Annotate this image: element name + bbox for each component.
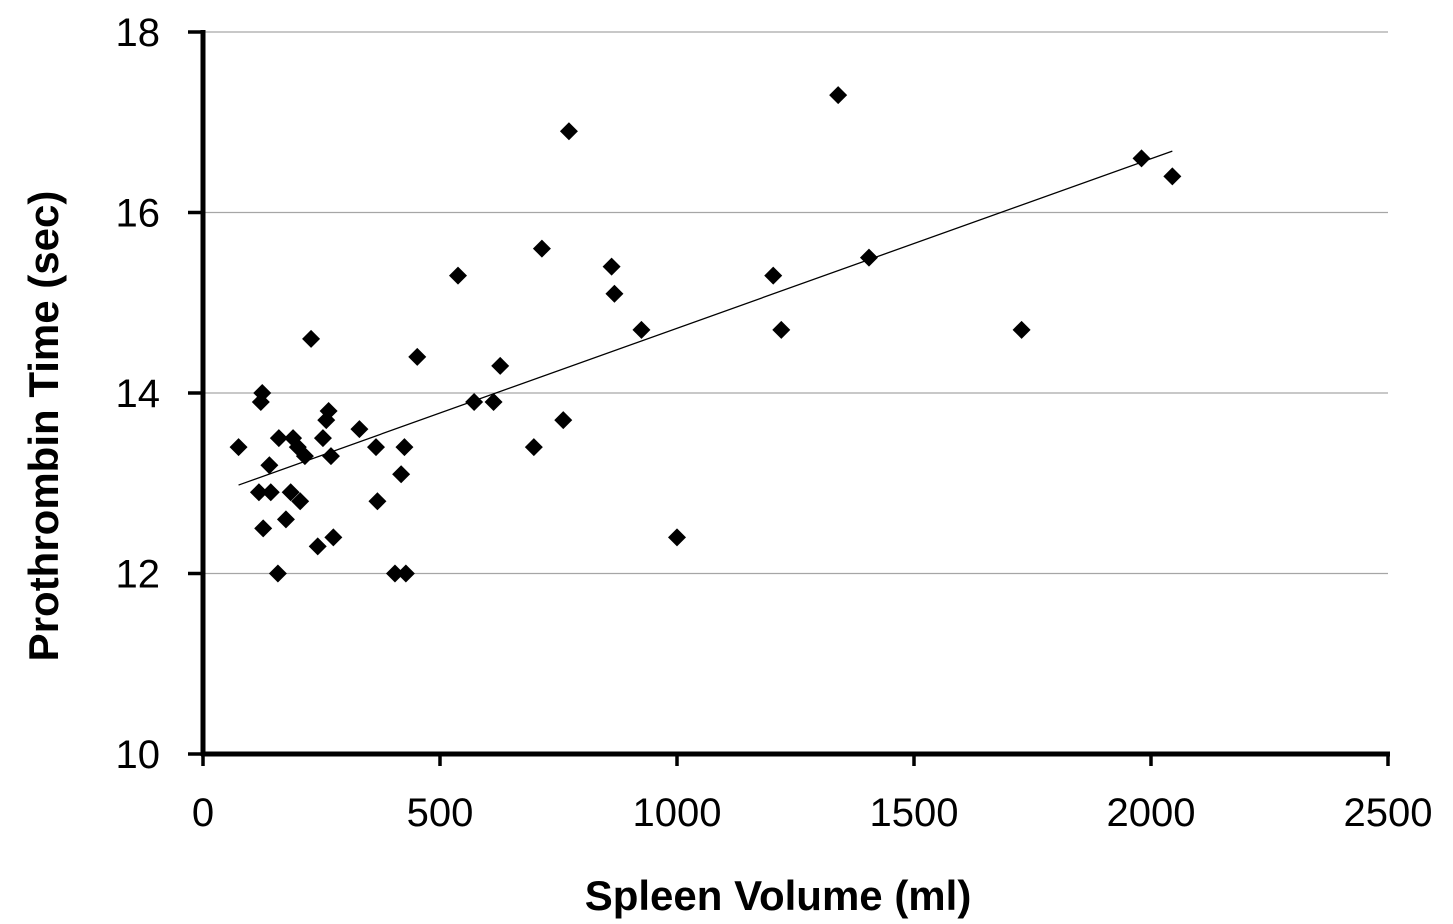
y-tick-label-18: 18	[116, 11, 161, 55]
data-point	[350, 420, 369, 439]
data-point	[829, 86, 848, 105]
trendline-group	[238, 150, 1173, 486]
data-point	[281, 483, 300, 502]
x-tick-label-500: 500	[407, 791, 474, 835]
data-point	[1012, 320, 1031, 339]
data-point	[269, 429, 288, 448]
data-point	[559, 122, 578, 141]
data-point	[484, 393, 503, 412]
data-point	[859, 248, 878, 267]
y-axis-ticks: 10 12 14 16 18	[116, 11, 203, 777]
x-axis-title: Spleen Volume (ml)	[585, 872, 972, 919]
data-point	[268, 564, 287, 583]
data-point	[465, 393, 484, 412]
data-point	[295, 447, 314, 466]
gridlines	[203, 31, 1388, 575]
data-point	[602, 257, 621, 276]
data-point	[532, 239, 551, 258]
data-point	[1132, 149, 1151, 168]
data-point	[449, 266, 468, 285]
data-point	[324, 528, 343, 547]
y-axis-title: Prothrombin Time (sec)	[20, 191, 67, 662]
x-axis-ticks: 0 500 1000 1500 2000 2500	[192, 754, 1433, 835]
data-point	[396, 564, 415, 583]
data-point	[229, 438, 248, 457]
data-point	[249, 483, 268, 502]
data-point	[392, 465, 411, 484]
data-point	[260, 456, 279, 475]
data-point	[554, 411, 573, 430]
data-point	[367, 438, 386, 457]
data-point	[291, 492, 310, 511]
data-point	[524, 438, 543, 457]
data-point	[408, 347, 427, 366]
x-tick-label-1000: 1000	[633, 791, 722, 835]
data-point	[668, 528, 686, 547]
data-point	[491, 356, 510, 375]
data-point	[321, 447, 340, 466]
trendline	[238, 150, 1173, 486]
y-tick-label-10: 10	[116, 733, 161, 777]
y-tick-label-16: 16	[116, 192, 161, 236]
data-point	[632, 320, 651, 339]
data-point	[276, 510, 295, 529]
data-point	[308, 537, 327, 556]
x-tick-label-2000: 2000	[1107, 791, 1196, 835]
data-point	[1163, 167, 1182, 186]
data-point	[605, 284, 624, 303]
data-point	[764, 266, 783, 285]
data-point	[772, 320, 791, 339]
data-point	[395, 438, 414, 457]
data-point	[368, 492, 387, 511]
data-points	[229, 86, 1182, 583]
y-tick-label-12: 12	[116, 553, 161, 597]
data-point	[313, 429, 332, 448]
data-point	[385, 564, 404, 583]
x-tick-label-2500: 2500	[1344, 791, 1433, 835]
data-point	[254, 519, 273, 538]
data-point	[302, 329, 321, 348]
data-point	[261, 483, 280, 502]
x-tick-label-0: 0	[192, 791, 214, 835]
x-tick-label-1500: 1500	[870, 791, 959, 835]
y-tick-label-14: 14	[116, 372, 161, 416]
data-point	[319, 402, 338, 421]
data-point	[253, 384, 272, 402]
